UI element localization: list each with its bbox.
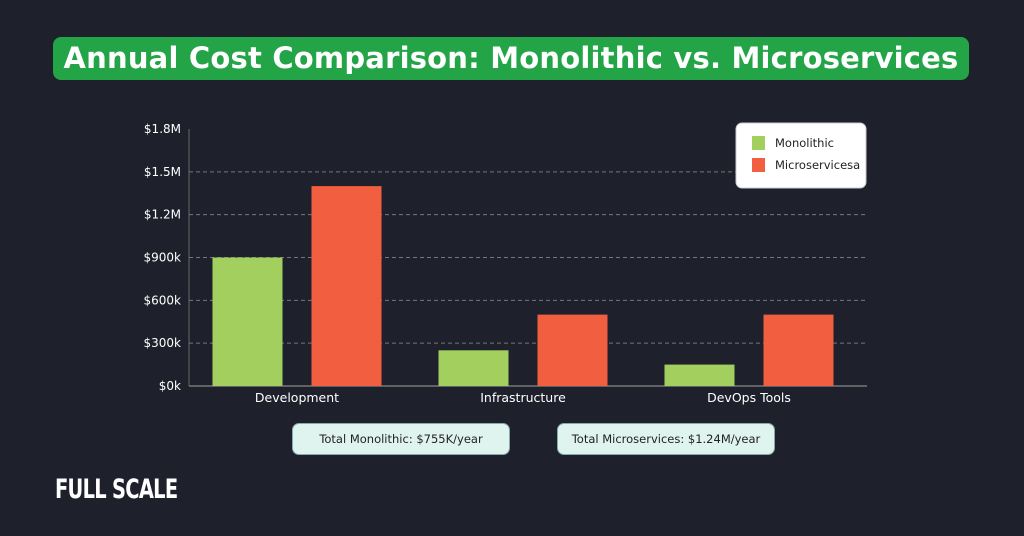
x-tick-label: DevOps Tools: [707, 390, 791, 405]
chart-title: Annual Cost Comparison: Monolithic vs. M…: [53, 37, 969, 80]
y-tick-label: $300k: [144, 336, 182, 350]
legend-swatch-microservicesa: [752, 158, 765, 172]
bar-microservicesa-development: [311, 186, 382, 386]
full-scale-logo: FULL SCALE: [55, 474, 178, 505]
bar-monolithic-infrastructure: [438, 350, 509, 386]
bar-microservicesa-devops-tools: [763, 314, 834, 386]
y-tick-label: $1.2M: [144, 208, 181, 222]
legend-label: Microservicesa: [775, 158, 860, 172]
bar-monolithic-devops-tools: [664, 364, 735, 386]
y-tick-label: $0k: [159, 379, 181, 393]
y-tick-label: $600k: [144, 293, 182, 307]
x-tick-label: Infrastructure: [480, 390, 566, 405]
total-microservices-badge: Total Microservices: $1.24M/year: [557, 423, 775, 455]
y-tick-label: $1.8M: [144, 122, 181, 136]
x-tick-label: Development: [255, 390, 339, 405]
y-tick-label: $900k: [144, 251, 182, 265]
y-tick-label: $1.5M: [144, 165, 181, 179]
bar-monolithic-development: [212, 257, 283, 386]
legend-swatch-monolithic: [752, 136, 765, 150]
bar-microservicesa-infrastructure: [537, 314, 608, 386]
legend-label: Monolithic: [775, 136, 834, 150]
legend-box: [735, 122, 867, 189]
total-monolithic-badge: Total Monolithic: $755K/year: [292, 423, 510, 455]
